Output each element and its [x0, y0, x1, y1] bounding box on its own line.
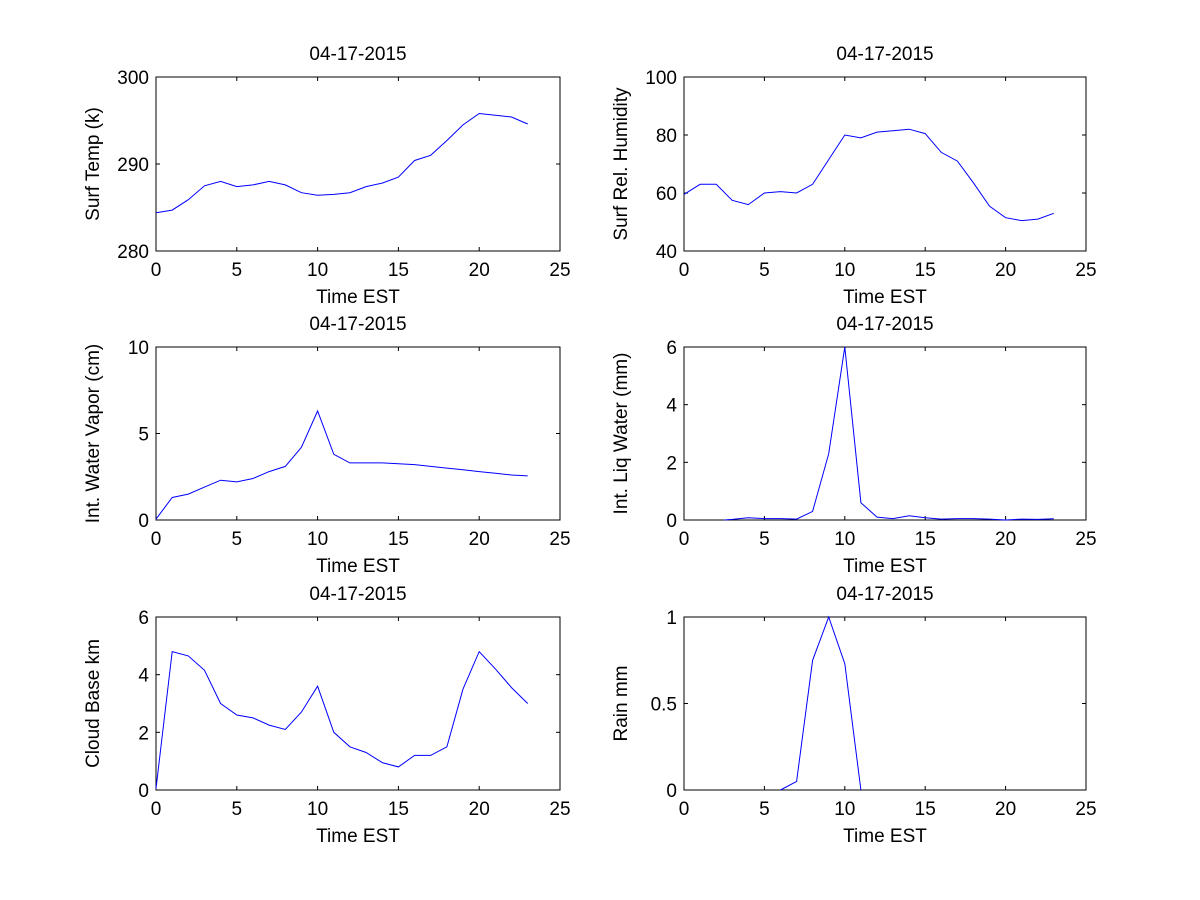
subplot-3: 0 5 10 15 20 25 0 5 10 04-17-2015 Time EST Int. Wat…	[83, 314, 571, 577]
x-tick-label: 5	[759, 260, 770, 281]
x-tick-label: 20	[995, 799, 1016, 820]
x-tick-label: 5	[232, 529, 243, 550]
y-tick-label: 0	[666, 781, 677, 802]
x-tick-label: 25	[1075, 529, 1096, 550]
series-line	[780, 615, 862, 791]
chart-title: 04-17-2015	[836, 584, 933, 605]
y-tick-label: 290	[117, 155, 149, 176]
y-tick-label: 80	[656, 126, 677, 147]
x-tick-label: 20	[469, 799, 490, 820]
y-axis-label: Cloud Base km	[83, 639, 104, 768]
y-tick-label: 0.5	[651, 695, 677, 716]
x-axis-label: Time EST	[316, 826, 400, 847]
x-tick-label: 15	[388, 260, 409, 281]
chart-title: 04-17-2015	[309, 44, 406, 65]
y-tick-label: 10	[128, 338, 149, 359]
x-tick-label: 0	[679, 260, 690, 281]
y-tick-label: 0	[666, 511, 677, 532]
y-tick-label: 5	[138, 425, 149, 446]
chart-title: 04-17-2015	[309, 584, 406, 605]
plot-frame	[683, 76, 1087, 252]
x-tick-label: 15	[388, 799, 409, 820]
x-tick-label: 25	[549, 529, 570, 550]
subplot-6: 0 5 10 15 20 25 0 0.5 1 04-17-2015 Time EST Rain mm	[611, 584, 1097, 847]
series-line	[724, 346, 1054, 521]
y-axis-label: Int. Liq Water (mm)	[611, 353, 632, 515]
x-tick-label: 5	[759, 529, 770, 550]
x-tick-label: 0	[679, 529, 690, 550]
chart-title: 04-17-2015	[836, 44, 933, 65]
y-tick-label: 2	[666, 453, 677, 474]
series-line	[683, 128, 1054, 222]
x-tick-label: 5	[232, 799, 243, 820]
plot-frame	[683, 616, 1087, 791]
x-tick-label: 15	[388, 529, 409, 550]
subplot-5: 0 5 10 15 20 25 0 2 4 6 04-17-2015 Time EST Cloud Ba…	[83, 584, 571, 847]
plot-frame	[683, 346, 1087, 521]
series-line	[155, 409, 528, 520]
y-tick-label: 4	[138, 666, 149, 687]
x-tick-label: 20	[469, 529, 490, 550]
x-tick-label: 10	[307, 260, 328, 281]
x-tick-label: 25	[1075, 799, 1096, 820]
subplot-2: 0 5 10 15 20 25 40 60 80 100 04-17-2015 Time EST Sur…	[611, 44, 1097, 308]
x-tick-label: 10	[834, 529, 855, 550]
plot-frame	[155, 76, 561, 252]
x-tick-label: 0	[151, 260, 162, 281]
y-tick-label: 40	[656, 242, 677, 263]
x-tick-label: 0	[679, 799, 690, 820]
x-tick-label: 10	[834, 260, 855, 281]
y-axis-label: Rain mm	[611, 665, 632, 741]
subplot-4: 0 5 10 15 20 25 0 2 4 6 04-17-2015 Time EST Int. Liq…	[611, 314, 1097, 577]
y-tick-label: 2	[138, 723, 149, 744]
plot-frame	[155, 346, 561, 521]
y-tick-label: 300	[117, 68, 149, 89]
y-axis-label: Surf Rel. Humidity	[611, 87, 632, 241]
x-axis-label: Time EST	[316, 287, 400, 308]
plot-frame	[155, 616, 561, 791]
chart-title: 04-17-2015	[309, 314, 406, 335]
y-tick-label: 1	[666, 608, 677, 629]
x-tick-label: 10	[307, 799, 328, 820]
y-tick-label: 4	[666, 396, 677, 417]
x-tick-label: 25	[1075, 260, 1096, 281]
x-tick-label: 20	[469, 260, 490, 281]
x-tick-label: 0	[151, 799, 162, 820]
x-tick-label: 5	[759, 799, 770, 820]
x-tick-label: 25	[549, 260, 570, 281]
y-tick-label: 100	[645, 68, 677, 89]
y-tick-label: 6	[138, 608, 149, 629]
y-tick-label: 0	[138, 511, 149, 532]
x-axis-label: Time EST	[843, 287, 927, 308]
chart-title: 04-17-2015	[836, 314, 933, 335]
x-tick-label: 20	[995, 260, 1016, 281]
y-axis-label: Surf Temp (k)	[83, 107, 104, 221]
x-tick-label: 0	[151, 529, 162, 550]
x-axis-label: Time EST	[843, 556, 927, 577]
series-line	[155, 112, 528, 214]
series-line	[155, 650, 529, 789]
y-tick-label: 6	[666, 338, 677, 359]
x-tick-label: 10	[834, 799, 855, 820]
x-tick-label: 10	[307, 529, 328, 550]
subplot-1: 0 5 10 15 20 25 280 290 300 04-17-2015 Time EST Sur…	[83, 44, 571, 308]
y-tick-label: 60	[656, 184, 677, 205]
x-tick-label: 15	[915, 260, 936, 281]
y-tick-label: 0	[138, 781, 149, 802]
x-tick-label: 5	[232, 260, 243, 281]
x-axis-label: Time EST	[316, 556, 400, 577]
x-tick-label: 15	[915, 529, 936, 550]
y-tick-label: 280	[117, 242, 149, 263]
y-axis-label: Int. Water Vapor (cm)	[83, 344, 104, 523]
x-axis-label: Time EST	[843, 826, 927, 847]
x-tick-label: 25	[549, 799, 570, 820]
x-tick-label: 20	[995, 529, 1016, 550]
x-tick-label: 15	[915, 799, 936, 820]
